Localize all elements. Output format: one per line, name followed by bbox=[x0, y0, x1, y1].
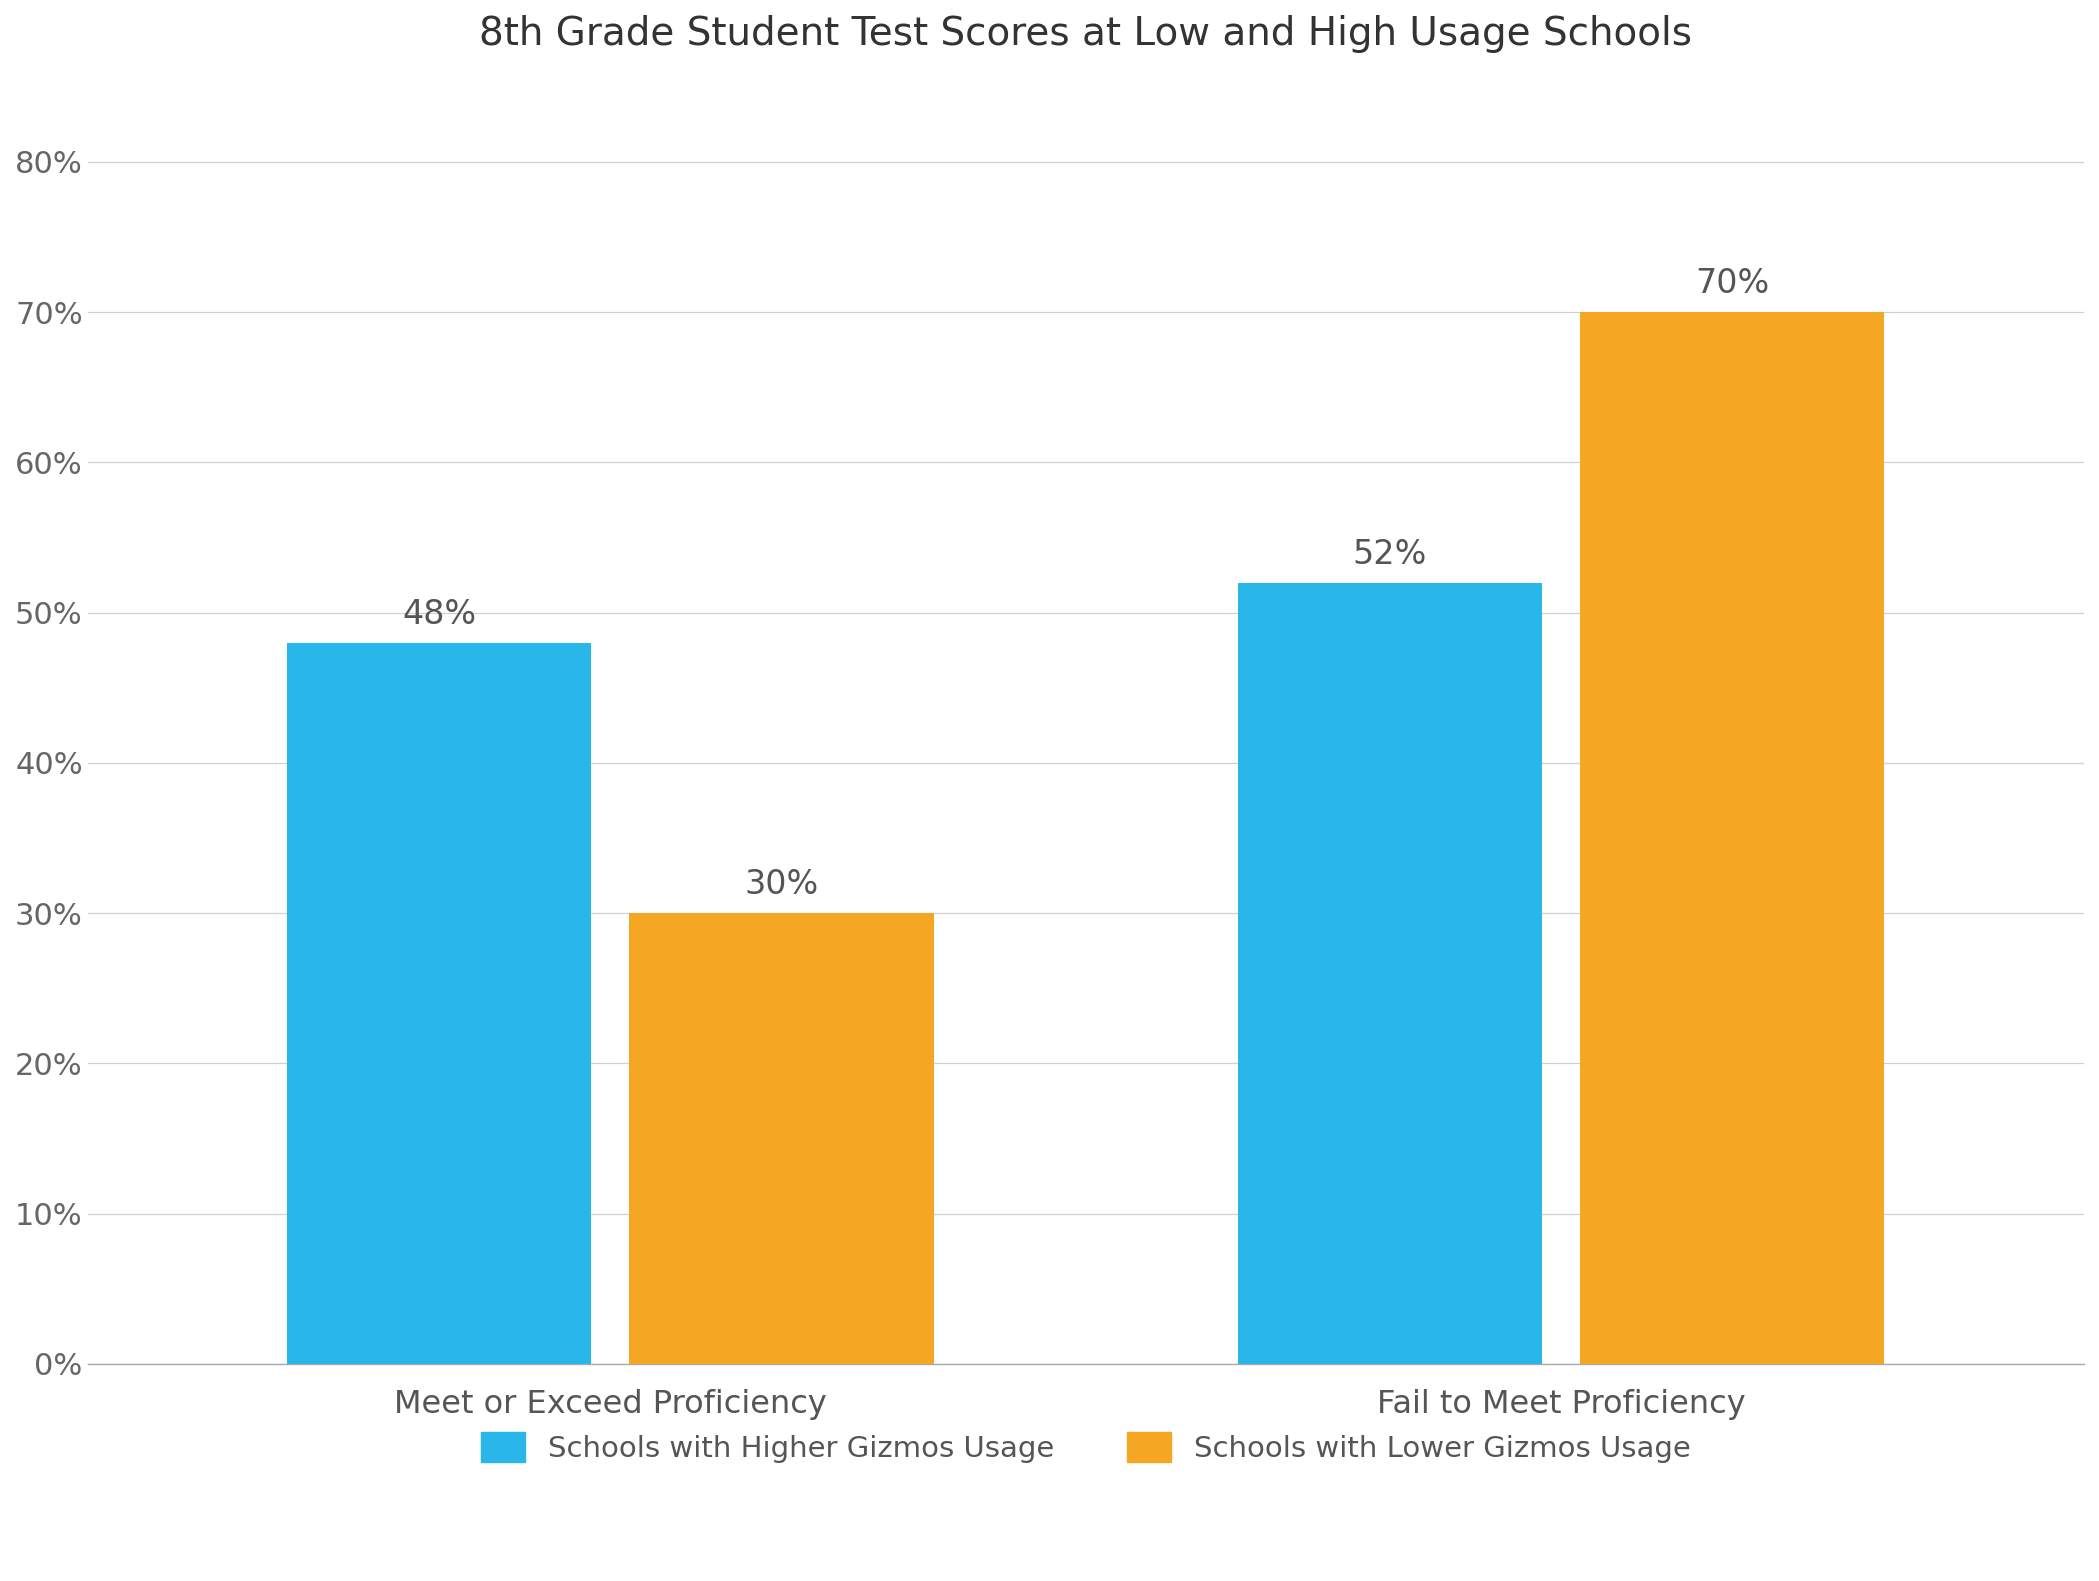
Bar bbox=[288, 642, 592, 1364]
Bar bbox=[1581, 311, 1885, 1364]
Text: 52%: 52% bbox=[1354, 538, 1427, 571]
Text: 48%: 48% bbox=[403, 598, 476, 631]
Title: 8th Grade Student Test Scores at Low and High Usage Schools: 8th Grade Student Test Scores at Low and… bbox=[479, 14, 1692, 54]
Text: 70%: 70% bbox=[1696, 267, 1769, 300]
Text: 30%: 30% bbox=[745, 868, 819, 901]
Bar bbox=[630, 914, 934, 1364]
Bar bbox=[1238, 582, 1543, 1364]
Legend: Schools with Higher Gizmos Usage, Schools with Lower Gizmos Usage: Schools with Higher Gizmos Usage, School… bbox=[466, 1417, 1704, 1477]
